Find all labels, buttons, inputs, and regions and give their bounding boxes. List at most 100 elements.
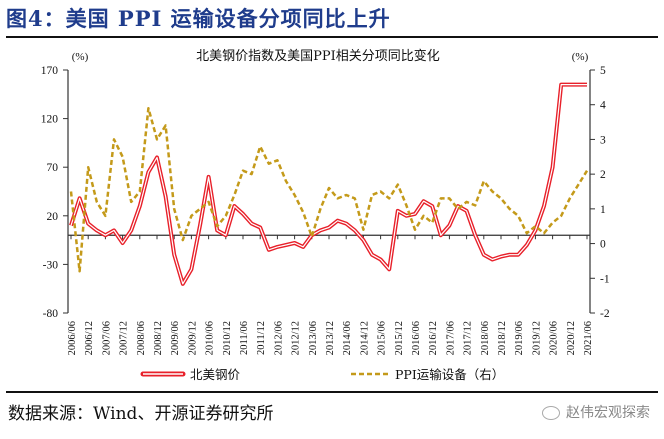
- ppi-transport-point: [371, 194, 372, 195]
- x-axis-tick-label: 2014/12: [359, 321, 370, 355]
- ppi-transport-point: [475, 205, 476, 206]
- ppi-transport-point: [500, 198, 501, 199]
- steel-price-point: [561, 84, 562, 85]
- x-axis-tick-label: 2014/06: [342, 321, 353, 355]
- ppi-transport-point: [578, 184, 579, 185]
- steel-price-point: [492, 259, 493, 260]
- ppi-transport-point: [242, 170, 243, 171]
- ppi-transport-point: [311, 236, 312, 237]
- steel-price-point: [199, 225, 200, 226]
- steel-price-point: [251, 223, 252, 224]
- steel-price-point: [96, 230, 97, 231]
- steel-price-point: [113, 230, 114, 231]
- ppi-transport-point: [406, 205, 407, 206]
- ppi-transport-point: [191, 215, 192, 216]
- ppi-transport-line: [69, 106, 589, 273]
- steel-price-point: [208, 176, 209, 177]
- x-axis-tick-label: 2017/12: [463, 321, 474, 355]
- steel-price-point: [225, 235, 226, 236]
- bottom-rule: [6, 391, 658, 393]
- chart: 北美钢价指数及美国PPI相关分项同比变化 (%) (%) 1701207020-…: [41, 48, 610, 382]
- x-axis-tick-label: 2007/12: [119, 321, 130, 355]
- steel-price-line-inner: [70, 84, 587, 285]
- ppi-transport-point: [225, 215, 226, 216]
- chart-title: 北美钢价指数及美国PPI相关分项同比变化: [196, 48, 440, 64]
- ppi-transport-point: [337, 198, 338, 199]
- steel-price-point: [449, 225, 450, 226]
- left-axis-tick-label: 120: [41, 114, 59, 126]
- steel-price-point: [406, 215, 407, 216]
- steel-price-point: [217, 230, 218, 231]
- steel-price-point: [174, 254, 175, 255]
- steel-price-point: [182, 283, 183, 284]
- legend: 北美钢价 PPI运输设备（右）: [140, 367, 504, 382]
- steel-price-point: [500, 256, 501, 257]
- steel-price-point: [509, 254, 510, 255]
- watermark: 赵伟宏观探索: [542, 402, 650, 422]
- ppi-transport-point: [303, 212, 304, 213]
- steel-price-point: [294, 242, 295, 243]
- x-axis-tick-label: 2006/12: [84, 321, 95, 355]
- steel-price-point: [260, 227, 261, 228]
- steel-price-point: [242, 213, 243, 214]
- ppi-transport-point: [509, 208, 510, 209]
- ppi-transport-point: [268, 163, 269, 164]
- ppi-transport-point: [294, 194, 295, 195]
- steel-price-point: [380, 259, 381, 260]
- x-axis-tick-label: 2008/06: [136, 321, 147, 355]
- x-axis-tick-label: 2015/12: [394, 321, 405, 355]
- x-axis-tick-label: 2018/12: [497, 321, 508, 355]
- steel-price-point: [105, 235, 106, 236]
- steel-price-point: [440, 235, 441, 236]
- ppi-transport-point: [79, 271, 80, 272]
- ppi-transport-point: [156, 139, 157, 140]
- ppi-transport-point: [389, 198, 390, 199]
- ppi-transport-point: [174, 208, 175, 209]
- ppi-transport-point: [148, 108, 149, 109]
- steel-price-point: [578, 84, 579, 85]
- steel-price-point: [569, 84, 570, 85]
- ppi-transport-point: [449, 198, 450, 199]
- ppi-transport-point: [165, 125, 166, 126]
- ppi-transport-point: [526, 233, 527, 234]
- left-axis-tick-label: 170: [41, 65, 59, 77]
- steel-price-point: [346, 223, 347, 224]
- ppi-transport-point: [543, 233, 544, 234]
- ppi-transport-point: [483, 181, 484, 182]
- steel-price-point: [156, 157, 157, 158]
- steel-price-point: [268, 249, 269, 250]
- steel-price-point: [354, 230, 355, 231]
- steel-price-point: [88, 223, 89, 224]
- x-axis-tick-label: 2012/06: [273, 321, 284, 355]
- ppi-transport-point: [354, 198, 355, 199]
- steel-price-point: [303, 246, 304, 247]
- wechat-icon: [542, 406, 560, 420]
- x-axis-tick-label: 2009/12: [187, 321, 198, 355]
- x-axis-tick-label: 2006/06: [67, 321, 78, 355]
- steel-price-point: [457, 206, 458, 207]
- steel-price-point: [148, 172, 149, 173]
- steel-price-point: [320, 230, 321, 231]
- ppi-transport-point: [285, 181, 286, 182]
- steel-price-point: [277, 246, 278, 247]
- ppi-transport-point: [251, 174, 252, 175]
- ppi-transport-point: [182, 240, 183, 241]
- steel-price-point: [535, 230, 536, 231]
- legend-steel-label: 北美钢价: [190, 367, 241, 382]
- x-axis-tick-label: 2007/06: [101, 321, 112, 355]
- steel-price-point: [79, 198, 80, 199]
- ppi-transport-point: [586, 170, 587, 171]
- x-axis-tick-label: 2009/06: [170, 321, 181, 355]
- x-axis-tick-label: 2016/06: [411, 321, 422, 355]
- x-axis-tick-label: 2011/06: [239, 321, 250, 355]
- right-axis-tick-label: 2: [600, 169, 606, 181]
- steel-price-point: [414, 213, 415, 214]
- legend-ppi-label: PPI运输设备（右）: [395, 367, 504, 382]
- ppi-transport-point: [492, 191, 493, 192]
- ppi-transport-point: [113, 139, 114, 140]
- steel-price-point: [285, 244, 286, 245]
- ppi-transport-point: [131, 201, 132, 202]
- ppi-transport-point: [380, 191, 381, 192]
- steel-price-point: [475, 235, 476, 236]
- x-axis-tick-label: 2008/12: [153, 321, 164, 355]
